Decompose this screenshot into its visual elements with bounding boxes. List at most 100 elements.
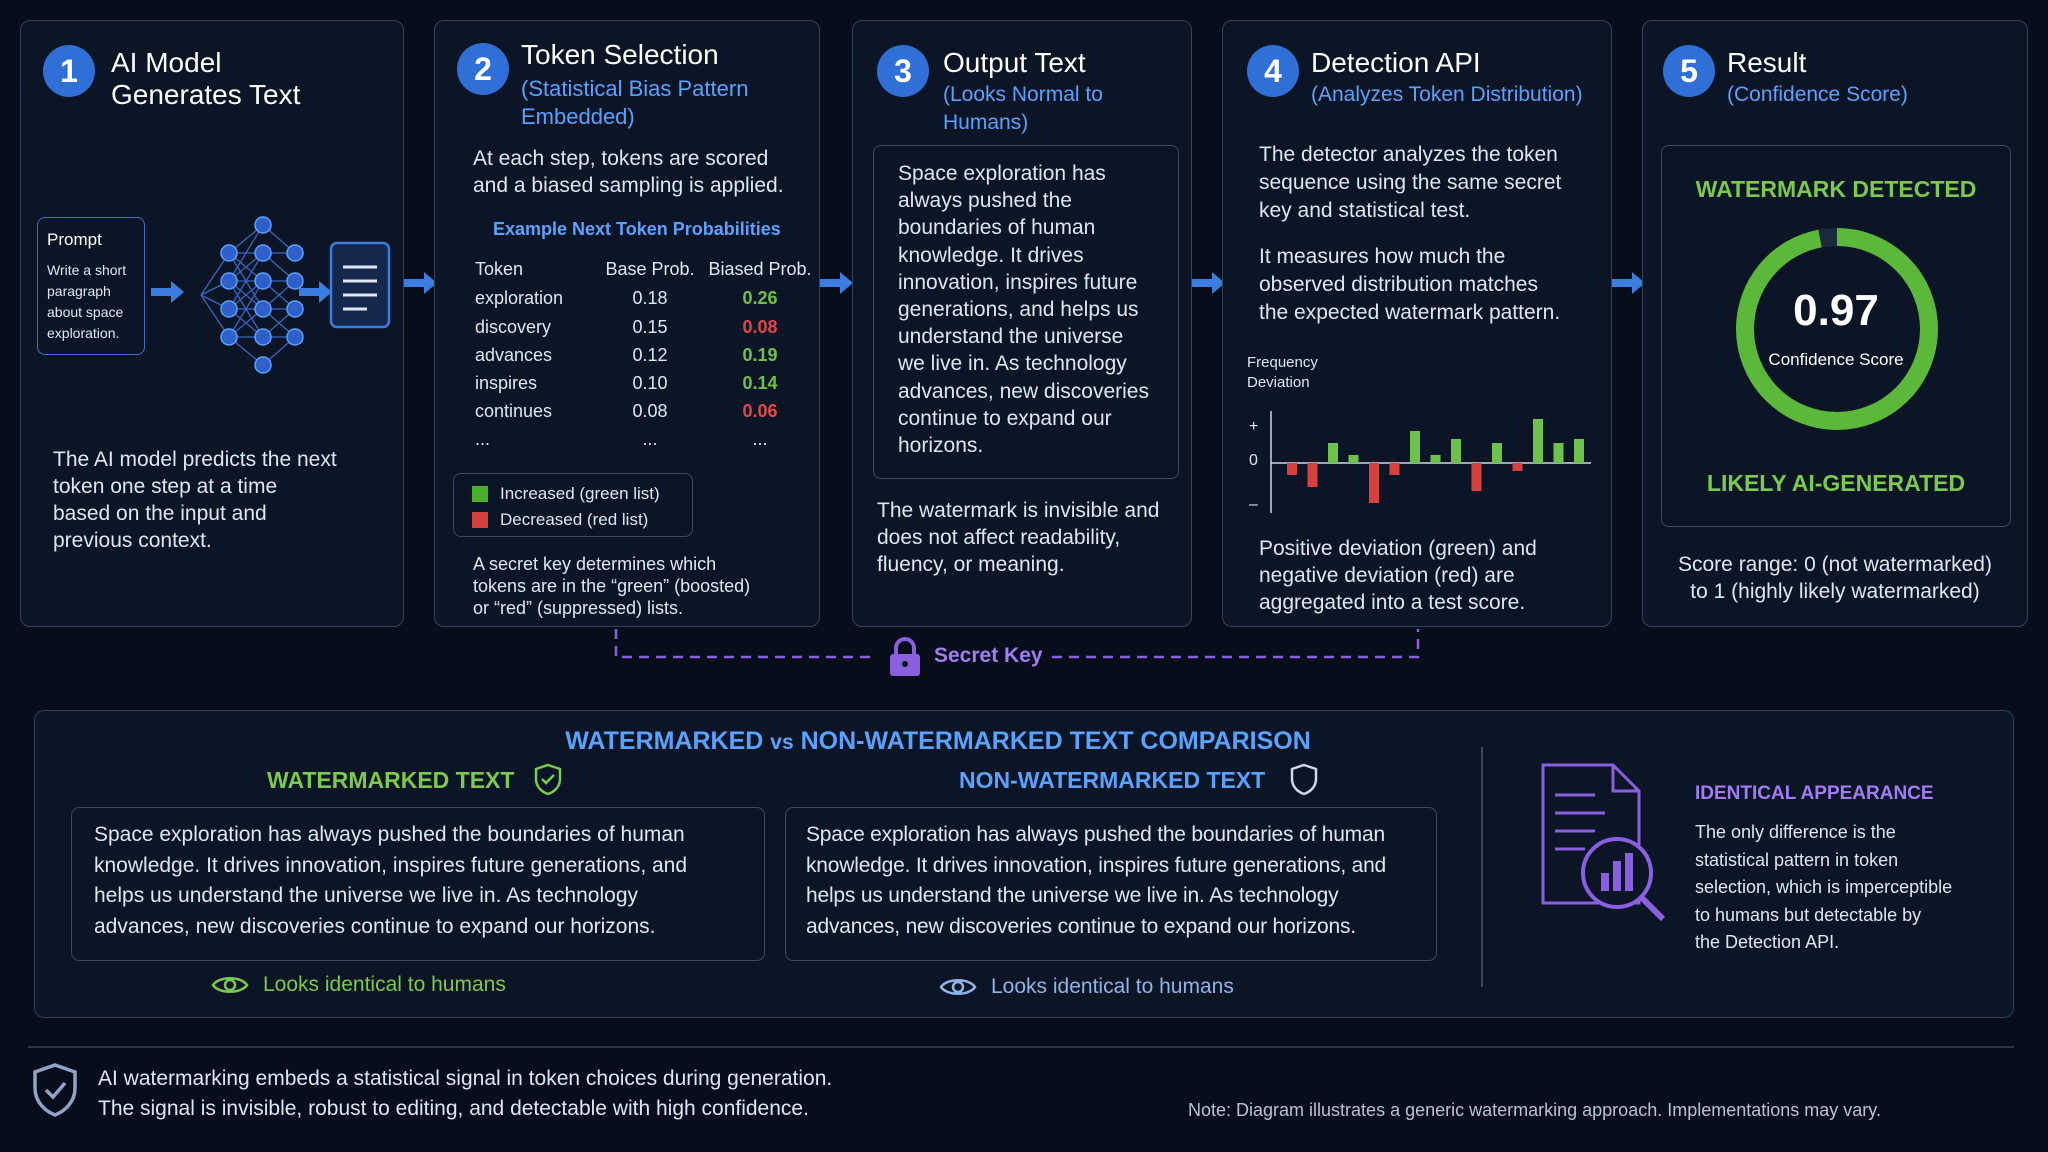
step-5-title: Result	[1727, 47, 1807, 78]
chart-ylabel: Frequency Deviation	[1247, 354, 1318, 391]
deviation-bar	[1307, 463, 1318, 487]
legend-green-swatch	[472, 486, 488, 502]
table-row: continues 0.08 0.06	[475, 397, 815, 425]
arrow-right-icon	[151, 281, 184, 303]
prompt-box: Prompt Write a short paragraph about space…	[37, 217, 145, 355]
table-row: discovery 0.15 0.08	[475, 313, 815, 341]
probability-table-title: Example Next Token Probabilities	[493, 219, 781, 239]
non-watermarked-text-box: Space exploration has always pushed the …	[785, 807, 1437, 961]
watermarked-label: WATERMARKED TEXT	[267, 767, 515, 793]
footer-summary: AI watermarking embeds a statistical sig…	[98, 1067, 833, 1120]
arrow-right-icon	[404, 272, 437, 294]
arrow-right-icon	[820, 272, 853, 294]
biased-prob-cell: 0.06	[742, 400, 778, 421]
deviation-bar	[1574, 439, 1584, 463]
deviation-bar	[1492, 443, 1502, 463]
legend-green-label: Increased (green list)	[500, 484, 660, 503]
deviation-bar	[1553, 443, 1564, 463]
step-2-description: At each step, tokens are scored and a bia…	[473, 147, 784, 197]
non-watermarked-label: NON-WATERMARKED TEXT	[959, 767, 1266, 793]
step-5-number: 5	[1663, 45, 1715, 97]
watermark-detected-label: WATERMARK DETECTED	[1695, 176, 1977, 202]
deviation-bar	[1287, 463, 1297, 475]
confidence-score-label: Confidence Score	[1768, 350, 1904, 369]
step-4-description-2: It measures how much the observed distrib…	[1259, 245, 1561, 324]
table-row: inspires 0.10 0.14	[475, 369, 815, 397]
document-icon	[329, 241, 391, 329]
watermarked-looks-label: Looks identical to humans	[263, 973, 506, 996]
confidence-score: 0.97	[1793, 286, 1879, 335]
lock-icon	[890, 637, 920, 676]
step-4-description-3: Positive deviation (green) and negative d…	[1259, 537, 1537, 614]
step-5-panel: 5 Result (Confidence Score) WATERMARK DE…	[1642, 20, 2028, 627]
result-box: WATERMARK DETECTED 0.97 Confidence Score…	[1661, 145, 2011, 527]
step-4-title: Detection API	[1311, 47, 1481, 78]
token-cell: inspires	[475, 372, 538, 393]
token-cell: exploration	[475, 287, 564, 308]
table-row: advances 0.12 0.19	[475, 341, 815, 369]
deviation-bar	[1512, 463, 1523, 471]
step-1-description: The AI model predicts the next token one …	[53, 448, 337, 552]
step-3-title: Output Text	[943, 47, 1086, 78]
step-2-title: Token Selection	[521, 39, 719, 70]
deviation-bar	[1348, 455, 1359, 463]
prompt-text: Write a short paragraph about space explora…	[47, 262, 127, 341]
base-prob-cell: ...	[642, 428, 658, 449]
step-3-description: The watermark is invisible and does not a…	[877, 499, 1160, 576]
comparison-panel: WATERMARKED vs NON-WATERMARKED TEXT COMP…	[34, 710, 2014, 1018]
document-chart-icon	[1541, 763, 1666, 922]
arrow-right-icon	[299, 281, 332, 303]
watermarked-text-box: Space exploration has always pushed the …	[71, 807, 765, 961]
step-2-panel: 2 Token Selection (Statistical Bias Patt…	[434, 20, 820, 627]
output-text-box: Space exploration has always pushed the bo…	[873, 145, 1179, 479]
score-range: Score range: 0 (not watermarked) to 1 (hi…	[1678, 553, 1992, 603]
base-prob-cell: 0.18	[632, 287, 668, 308]
base-prob-cell: 0.12	[632, 344, 668, 365]
step-4-number: 4	[1247, 45, 1299, 97]
step-3-number: 3	[877, 45, 929, 97]
secret-key-label: Secret Key	[934, 644, 1043, 667]
prompt-label: Prompt	[47, 230, 102, 249]
deviation-bar	[1369, 463, 1379, 503]
confidence-gauge	[1736, 228, 1938, 430]
shield-icon	[1290, 763, 1318, 796]
verdict-label: LIKELY AI-GENERATED	[1706, 470, 1966, 496]
deviation-bar	[1451, 439, 1461, 463]
step-3-subtitle: (Looks Normal to Humans)	[943, 83, 1103, 134]
token-cell: discovery	[475, 316, 552, 337]
table-row: .........	[475, 425, 815, 453]
axis-minus: –	[1249, 496, 1258, 513]
base-prob-cell: 0.15	[632, 316, 668, 337]
step-5-subtitle: (Confidence Score)	[1727, 83, 1908, 106]
step-2-number: 2	[457, 43, 509, 95]
legend-red-label: Decreased (red list)	[500, 510, 649, 529]
output-text: Space exploration has always pushed the bo…	[898, 162, 1149, 458]
step-1-title: AI Model Generates Text	[111, 47, 301, 110]
deviation-bar	[1533, 419, 1543, 463]
token-cell: ...	[475, 428, 491, 449]
axis-plus: +	[1249, 418, 1258, 435]
legend-box: Increased (green list) Decreased (red li…	[453, 473, 693, 537]
table-header: Token Base Prob. Biased Prob.	[475, 258, 812, 279]
biased-prob-cell: 0.26	[742, 287, 778, 308]
step-4-description-1: The detector analyzes the token sequence …	[1259, 143, 1562, 222]
biased-prob-cell: 0.14	[742, 372, 778, 393]
deviation-chart: + 0 –	[1249, 411, 1591, 513]
non-watermarked-looks-label: Looks identical to humans	[991, 975, 1234, 998]
deviation-bar	[1389, 463, 1400, 475]
comparison-title: WATERMARKED vs NON-WATERMARKED TEXT COMP…	[565, 727, 1311, 755]
axis-zero: 0	[1249, 452, 1258, 469]
shield-check-icon	[33, 1063, 77, 1117]
token-cell: advances	[475, 344, 553, 365]
legend-red-swatch	[472, 512, 488, 528]
watermarked-text: Space exploration has always pushed the …	[94, 823, 688, 938]
footer-divider	[28, 1046, 2014, 1048]
step-2-subtitle: (Statistical Bias Pattern Embedded)	[521, 76, 749, 129]
deviation-bar	[1328, 443, 1338, 463]
step-4-subtitle: (Analyzes Token Distribution)	[1311, 83, 1583, 106]
eye-icon	[939, 979, 977, 995]
divider	[1481, 747, 1483, 987]
token-cell: continues	[475, 400, 553, 421]
arrow-right-icon	[1612, 272, 1645, 294]
step-2-note: A secret key determines which tokens are …	[473, 554, 751, 618]
